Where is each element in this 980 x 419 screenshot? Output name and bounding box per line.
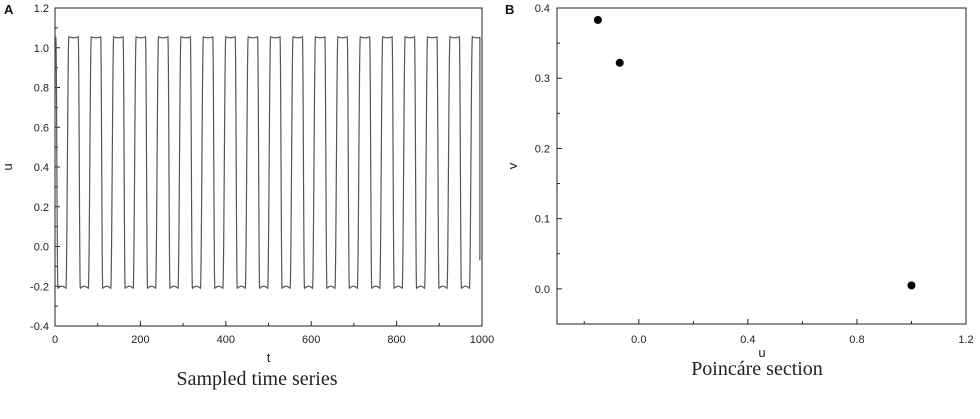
panel-b-ticks: 0.0 0.4 0.8 1.2 0.0 0.1 0.2 0.3 0.4	[535, 3, 974, 346]
panel-a-y-tick-label: 0.0	[34, 242, 49, 254]
panel-b-label: B	[505, 2, 514, 17]
panel-b-y-axis-label: v	[505, 162, 520, 169]
panel-a-y-tick-label: 0.6	[34, 122, 49, 134]
poincare-point	[615, 58, 624, 67]
panel-a-y-tick-label: 1.2	[34, 3, 49, 15]
panel-a-y-tick-label: 0.2	[34, 202, 49, 214]
panel-a-y-axis-label: u	[0, 163, 15, 170]
panel-a-x-tick-label: 800	[387, 334, 405, 346]
panel-a-ticks: 0 200 400 600 800 1000 -0.4 -0.2 0.0 0.2 0.4 0.6 0.8…	[30, 3, 494, 346]
panel-b-x-axis-label: u	[758, 345, 765, 360]
panel-a-time-series: A 0 200 400 600 800 1000-0.4-0.20.00.20.40.60…	[0, 2, 494, 390]
panel-a-caption: Sampled time series	[176, 368, 337, 390]
panel-a-y-tick-label: 0.4	[34, 162, 49, 174]
panel-b-y-tick-label: 0.0	[535, 284, 550, 296]
panel-a-y-tick-label: -0.2	[30, 281, 49, 293]
poincare-point	[593, 15, 602, 24]
panel-b-y-tick-label: 0.3	[535, 73, 550, 85]
panel-a-y-tick-label: -0.4	[30, 321, 49, 333]
panel-a-y-tick-label: 0.8	[34, 83, 49, 95]
panel-b-x-tick-label: 0.8	[849, 334, 864, 346]
panel-a-y-tick-label: 1.0	[34, 43, 49, 55]
panel-b-poincare-section: B 0.0 0.4 0.8 1.2 0.0 0.1 0.2 0.3 0.4 u v Poincá…	[505, 2, 974, 380]
panel-b-x-tick-label: 0.4	[740, 334, 755, 346]
panel-b-y-tick-label: 0.4	[535, 3, 550, 15]
time-series-line	[55, 35, 481, 290]
panel-b-y-tick-label: 0.1	[535, 214, 550, 226]
panel-a-x-tick-label: 200	[131, 334, 149, 346]
panel-a-x-tick-label: 400	[217, 334, 235, 346]
panel-b-x-tick-label: 0.0	[631, 334, 646, 346]
panel-a-label: A	[4, 2, 14, 17]
panel-b-caption: Poincáre section	[691, 358, 823, 380]
panel-b-x-tick-label: 1.2	[958, 334, 973, 346]
poincare-point	[907, 281, 916, 290]
panel-a-x-tick-label: 600	[302, 334, 320, 346]
panel-a-x-tick-label: 1000	[470, 334, 494, 346]
panel-b-plot-frame	[556, 7, 967, 325]
panel-a-x-axis-label: t	[267, 350, 271, 365]
panel-a-x-tick-label: 0	[52, 334, 58, 346]
panel-b-y-tick-label: 0.2	[535, 143, 550, 155]
poincare-points	[593, 15, 916, 290]
